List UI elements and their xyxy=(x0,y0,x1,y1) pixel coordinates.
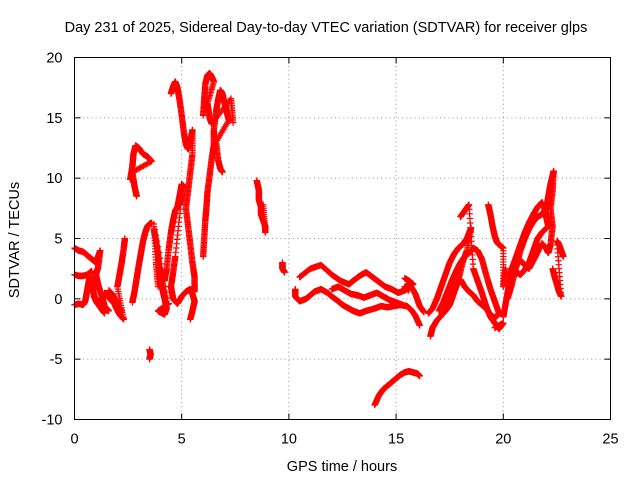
y-tick-label: 0 xyxy=(54,292,62,308)
chart-title: Day 231 of 2025, Sidereal Day-to-day VTE… xyxy=(65,20,588,36)
series-arc-j xyxy=(167,78,198,295)
series-arc-k xyxy=(199,86,233,260)
data-points xyxy=(71,69,567,409)
data-point xyxy=(97,299,104,306)
y-tick-label: -5 xyxy=(50,352,63,368)
x-tick-label: 5 xyxy=(178,432,186,448)
series-arc-a xyxy=(71,244,113,315)
y-tick-label: 5 xyxy=(54,232,62,248)
y-tick-label: -10 xyxy=(42,413,63,429)
data-point xyxy=(133,193,140,200)
data-point xyxy=(191,288,198,295)
series-arc-f xyxy=(127,142,155,200)
series-arc-r xyxy=(371,368,423,409)
x-tick-label: 25 xyxy=(602,432,618,448)
series-arc-n xyxy=(279,259,288,276)
y-tick-label: 15 xyxy=(46,111,62,127)
series-arc-i xyxy=(161,181,198,323)
data-point xyxy=(101,310,108,317)
y-tick-label: 20 xyxy=(46,51,62,67)
data-point xyxy=(187,316,194,323)
data-point xyxy=(165,300,173,307)
series-arc-u xyxy=(435,244,503,322)
data-point xyxy=(155,249,163,256)
series-arc-g xyxy=(146,346,154,363)
data-point xyxy=(105,307,113,315)
series-arc-y xyxy=(504,167,557,303)
series-arc-m xyxy=(253,177,269,236)
data-point xyxy=(154,283,162,290)
series-arc-c xyxy=(71,267,104,306)
y-tick-label: 10 xyxy=(46,171,62,187)
data-point xyxy=(157,254,164,262)
data-point xyxy=(146,355,153,363)
x-tick-label: 10 xyxy=(281,432,297,448)
series-arc-d xyxy=(101,235,129,323)
x-tick-label: 20 xyxy=(495,432,511,448)
axis-tick-labels: 0 5 10 15 20 25 -10 -5 0 5 10 15 20 xyxy=(42,51,619,448)
x-tick-label: 0 xyxy=(70,432,78,448)
x-tick-label: 15 xyxy=(388,432,404,448)
series-arc-h xyxy=(150,220,173,318)
series-arc-e xyxy=(129,219,155,306)
data-point xyxy=(121,235,129,242)
data-point xyxy=(162,283,169,290)
